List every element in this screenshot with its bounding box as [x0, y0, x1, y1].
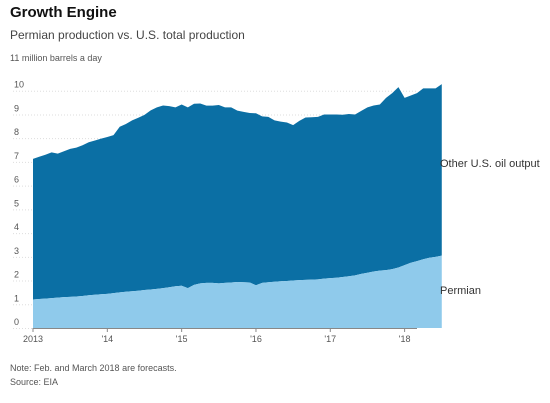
y-tick-label: 3	[14, 246, 19, 256]
y-tick-label: 9	[14, 103, 19, 113]
legend-swatch-permian	[426, 285, 436, 295]
y-tick-label: 10	[14, 80, 24, 90]
y-tick-label: 8	[14, 127, 19, 137]
x-tick-label: '18	[399, 334, 411, 344]
footnote: Note: Feb. and March 2018 are forecasts.	[10, 363, 177, 373]
y-tick-label: 2	[14, 270, 19, 280]
series-area-other-us-oil-output	[33, 84, 442, 300]
chart-title: Growth Engine	[10, 4, 117, 21]
chart-subtitle: Permian production vs. U.S. total produc…	[10, 28, 245, 42]
source-note: Source: EIA	[10, 377, 59, 387]
legend-swatch-other	[426, 158, 436, 168]
y-tick-label: 0	[14, 317, 19, 327]
y-tick-label: 7	[14, 151, 19, 161]
y-tick-label: 6	[14, 175, 19, 185]
x-tick-label: 2013	[23, 334, 43, 344]
x-tick-label: '14	[101, 334, 113, 344]
y-tick-label: 4	[14, 222, 19, 232]
legend-label-permian: Permian	[440, 285, 481, 297]
x-tick-label: '17	[324, 334, 336, 344]
x-tick-label: '15	[176, 334, 188, 344]
legend-label-other: Other U.S. oil output	[440, 158, 540, 170]
y-tick-label: 1	[14, 293, 19, 303]
y-axis-unit-label: 11 million barrels a day	[10, 53, 102, 63]
x-tick-label: '16	[250, 334, 262, 344]
y-tick-label: 5	[14, 198, 19, 208]
series-area-permian	[33, 255, 442, 328]
